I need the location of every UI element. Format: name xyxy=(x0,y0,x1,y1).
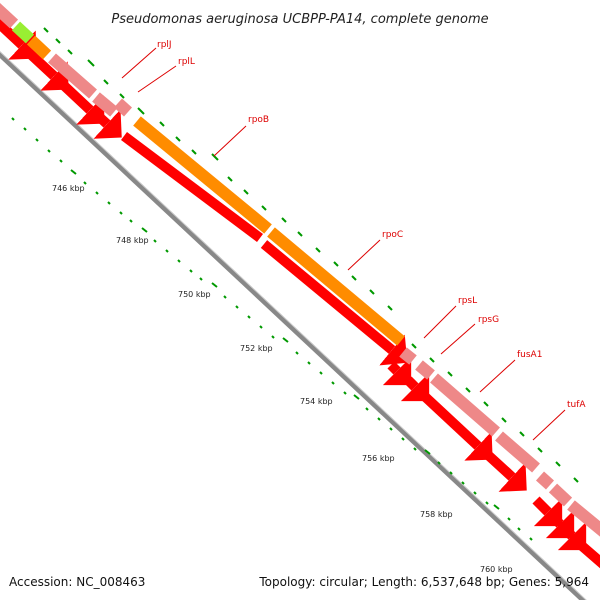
cog-block-orange xyxy=(26,35,52,60)
cds-arrow xyxy=(54,76,105,125)
cog-block-pink xyxy=(399,347,417,365)
inner-tick-scale xyxy=(11,117,533,541)
cog-block-pink xyxy=(92,92,118,117)
cds-arrow xyxy=(532,496,563,527)
backbone xyxy=(0,51,587,600)
tick-label: 750 kbp xyxy=(178,290,211,299)
cog-block-pink xyxy=(430,373,500,437)
tick-scale xyxy=(43,27,579,483)
gene-label-tufA: tufA xyxy=(567,400,586,410)
cog-block-orange xyxy=(267,227,405,346)
gene-label-rplL: rplL xyxy=(178,57,195,67)
cds-arrow xyxy=(91,109,122,139)
accession-label: Accession: NC_008463 xyxy=(9,575,145,589)
map-title: Pseudomonas aeruginosa UCBPP-PA14, compl… xyxy=(111,12,488,27)
gene-label-rpoC: rpoC xyxy=(382,230,403,240)
tick-label: 754 kbp xyxy=(300,397,333,406)
cds-arrow xyxy=(557,521,587,551)
topology-label: Topology: circular; Length: 6,537,648 bp… xyxy=(258,575,589,589)
cog-track-outer xyxy=(0,3,600,537)
tick-label: 756 kbp xyxy=(362,454,395,463)
cog-block-pink xyxy=(48,53,97,99)
cds-arrow xyxy=(545,509,575,539)
tick-label: 752 kbp xyxy=(240,344,273,353)
cds-arrow xyxy=(260,240,408,366)
gene-label-rplJ: rplJ xyxy=(157,40,172,50)
cds-arrow xyxy=(382,356,412,386)
cds-arrow xyxy=(400,372,430,402)
tick-label: 746 kbp xyxy=(52,184,85,193)
tick-labels: 746 kbp 748 kbp 750 kbp 752 kbp 754 kbp … xyxy=(52,184,513,574)
gene-label-rpoB: rpoB xyxy=(248,115,269,125)
cds-arrow xyxy=(416,388,493,461)
tick-label: 760 kbp xyxy=(480,565,513,574)
cog-block-pink xyxy=(113,98,133,117)
cog-block-pink xyxy=(415,360,435,380)
cog-block-lime xyxy=(11,21,35,44)
cds-arrow xyxy=(578,542,600,569)
cds-arrow xyxy=(484,451,527,492)
cog-block-pink xyxy=(495,431,540,473)
tick-label: 748 kbp xyxy=(116,236,149,245)
cog-block-pink xyxy=(548,483,573,507)
cog-block-pink xyxy=(535,471,555,490)
cog-block-orange xyxy=(133,116,272,234)
gene-leaders xyxy=(121,47,566,441)
gene-label-rpsG: rpsG xyxy=(478,315,499,325)
cog-block-pink xyxy=(567,500,600,537)
gene-label-rpsL: rpsL xyxy=(458,296,477,306)
cds-arrow xyxy=(121,132,263,242)
cds-track-inner xyxy=(0,17,600,569)
cog-block-pink xyxy=(0,3,19,29)
tick-label: 758 kbp xyxy=(420,510,453,519)
cds-arrow xyxy=(0,17,37,60)
cds-arrow xyxy=(22,46,69,91)
gene-label-fusA1: fusA1 xyxy=(517,350,542,360)
gene-labels: rplJ rplL rpoB rpoC rpsL rpsG fusA1 tufA xyxy=(157,40,586,410)
